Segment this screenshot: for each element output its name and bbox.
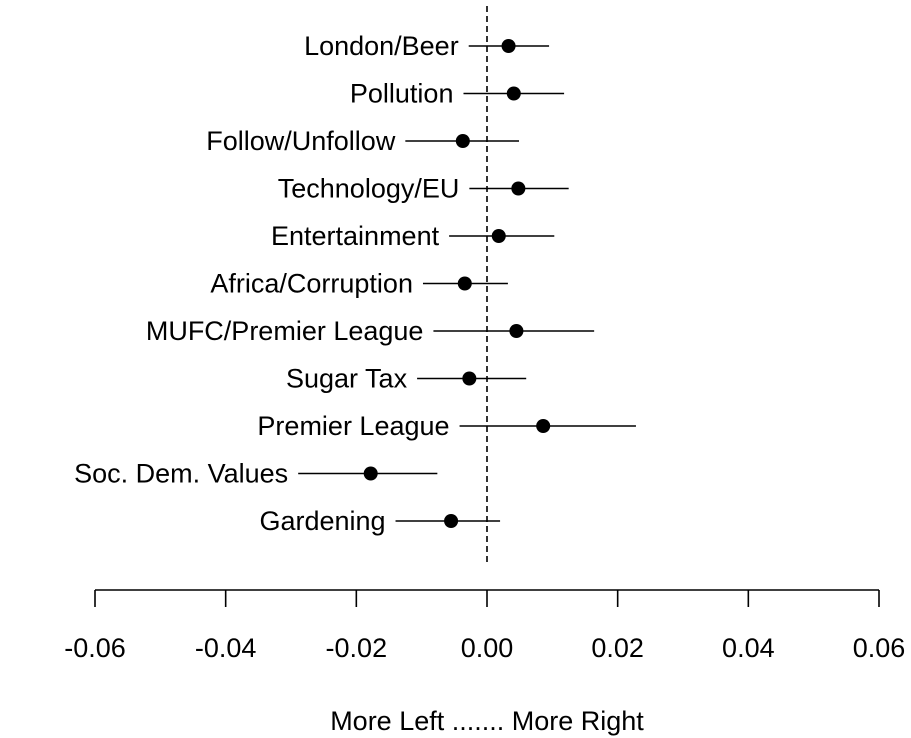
- x-tick-label: -0.06: [64, 633, 126, 663]
- estimate-point: [363, 466, 378, 481]
- x-tick-label: 0.00: [461, 633, 514, 663]
- category-label: Technology/EU: [278, 174, 460, 204]
- x-axis-label: More Left ....... More Right: [330, 706, 644, 736]
- estimate-point: [455, 134, 470, 148]
- x-tick-label: -0.04: [195, 633, 257, 663]
- estimate-point: [509, 324, 524, 338]
- estimate-point: [506, 86, 521, 101]
- category-label: Africa/Corruption: [210, 269, 413, 299]
- category-label: London/Beer: [304, 31, 459, 61]
- estimate-point: [491, 229, 506, 243]
- x-axis: -0.06 -0.04 -0.02 0.00 0.02 0.04 0.06: [64, 589, 906, 663]
- point-estimates: [363, 39, 551, 528]
- category-label: Soc. Dem. Values: [74, 459, 288, 489]
- x-tick-label: -0.02: [326, 633, 388, 663]
- x-tick-label: 0.02: [591, 633, 644, 663]
- estimate-point: [462, 371, 477, 386]
- category-label: Premier League: [257, 411, 449, 441]
- category-label: Gardening: [259, 506, 385, 536]
- estimate-point: [444, 514, 459, 528]
- x-tick-label: 0.04: [722, 633, 775, 663]
- estimate-point: [511, 181, 526, 196]
- x-tick-label: 0.06: [853, 633, 906, 663]
- estimate-point: [536, 419, 551, 433]
- category-label: MUFC/Premier League: [146, 316, 424, 346]
- category-label: Pollution: [350, 79, 454, 109]
- category-label: Entertainment: [271, 221, 440, 251]
- estimate-point: [501, 39, 516, 53]
- category-label: Follow/Unfollow: [206, 126, 396, 156]
- estimate-point: [457, 276, 472, 291]
- category-labels: London/Beer Pollution Follow/Unfollow Techn…: [74, 31, 459, 536]
- category-label: Sugar Tax: [286, 364, 408, 394]
